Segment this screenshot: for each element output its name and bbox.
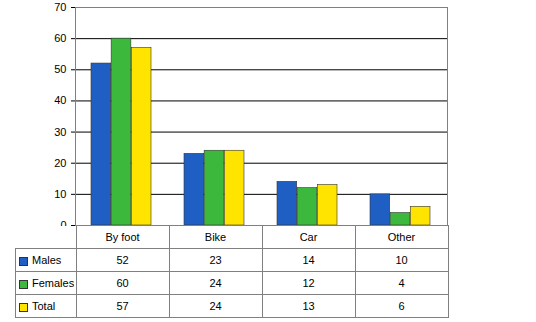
html-text:Bike: Bike [204, 231, 227, 243]
svg-text:0: 0 [60, 219, 66, 226]
html-text:Car: Car [299, 231, 318, 243]
html-text:57: 57 [116, 300, 129, 312]
svg-text:10: 10 [54, 188, 66, 200]
html-text:24: 24 [209, 300, 222, 312]
svg-text:40: 40 [54, 94, 66, 106]
html-text:14: 14 [302, 254, 315, 266]
svg-text:20: 20 [54, 157, 66, 169]
html-text:Other: Other [387, 231, 416, 243]
html-text:12: 12 [302, 277, 315, 289]
html-text:Females: Females [32, 277, 75, 289]
html-text:4: 4 [398, 277, 405, 289]
html-text:Total: Total [32, 300, 56, 312]
html-text:13: 13 [302, 300, 315, 312]
html-text:52: 52 [116, 254, 129, 266]
html-text:10: 10 [395, 254, 408, 266]
svg-text:30: 30 [54, 126, 66, 138]
html-text:24: 24 [209, 277, 222, 289]
html-text:6: 6 [398, 300, 405, 312]
html-text:60: 60 [116, 277, 129, 289]
svg-text:50: 50 [54, 63, 66, 75]
html-text:23: 23 [209, 254, 222, 266]
html-text:By foot: By foot [105, 231, 140, 243]
html-text:Males: Males [32, 254, 62, 266]
svg-text:70: 70 [54, 1, 66, 13]
svg-text:60: 60 [54, 32, 66, 44]
